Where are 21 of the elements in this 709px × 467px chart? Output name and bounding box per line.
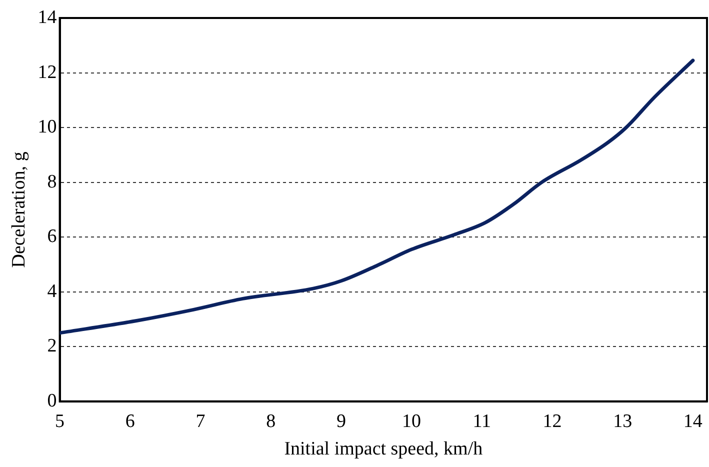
x-tick-label: 6 bbox=[125, 410, 135, 432]
y-tick-label: 4 bbox=[47, 280, 58, 302]
x-tick-label: 12 bbox=[542, 410, 562, 432]
y-tick-label: 10 bbox=[38, 116, 57, 138]
y-tick-label: 6 bbox=[47, 226, 57, 248]
y-tick-label: 14 bbox=[38, 6, 58, 28]
x-tick-label: 7 bbox=[196, 410, 206, 432]
y-tick-label: 2 bbox=[47, 336, 57, 357]
x-tick-label: 5 bbox=[55, 410, 65, 432]
x-axis-title: Initial impact speed, km/h bbox=[284, 438, 484, 460]
x-tick-label: 8 bbox=[266, 410, 276, 432]
y-axis-title: Deceleration, g bbox=[8, 151, 30, 268]
line-series bbox=[60, 58, 695, 335]
y-tick-label: 8 bbox=[47, 171, 57, 192]
x-tick-label: 9 bbox=[336, 410, 346, 432]
x-tick-label: 10 bbox=[402, 410, 422, 432]
x-tick-label: 11 bbox=[472, 410, 492, 432]
y-tick-label: 0 bbox=[47, 390, 57, 412]
x-tick-label: 13 bbox=[613, 410, 632, 432]
x-tick-label: 14 bbox=[683, 410, 703, 432]
y-tick-label: 12 bbox=[38, 62, 57, 83]
